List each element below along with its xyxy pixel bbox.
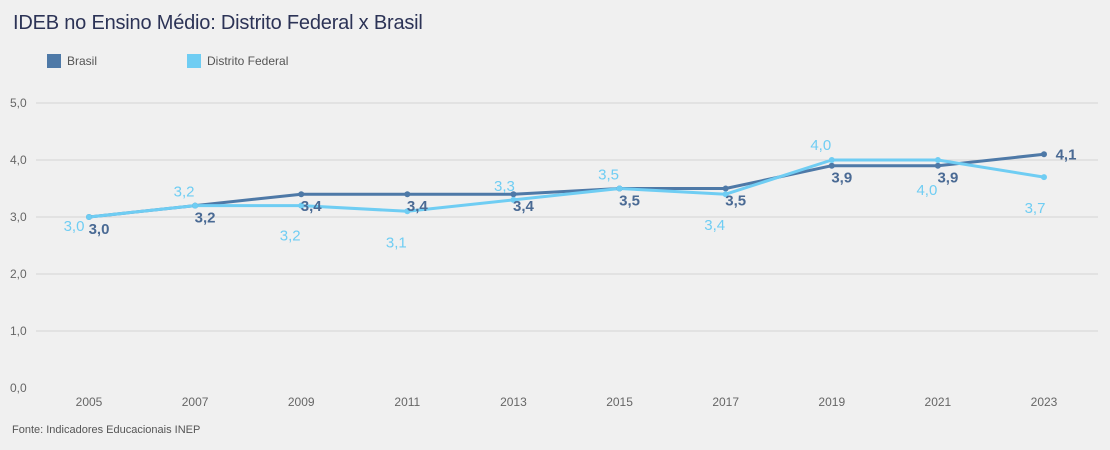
x-tick-label: 2011 <box>394 395 420 409</box>
data-label-brasil: 3,0 <box>89 221 110 238</box>
data-point-distrito-federal <box>404 208 411 215</box>
data-point-distrito-federal <box>934 157 941 163</box>
data-point-distrito-federal <box>510 196 517 203</box>
data-point-distrito-federal <box>1041 174 1047 181</box>
data-label-brasil: 3,4 <box>513 198 535 215</box>
data-label-distrito-federal: 3,2 <box>174 184 195 201</box>
data-label-brasil: 3,4 <box>301 198 323 215</box>
legend-swatch-distrito-federal <box>187 54 201 68</box>
data-label-distrito-federal: 3,5 <box>598 167 619 184</box>
series-line-brasil <box>88 152 1045 219</box>
data-label-distrito-federal: 3,7 <box>1025 200 1046 217</box>
data-label-brasil: 3,5 <box>725 193 746 210</box>
x-tick-label: 2017 <box>712 395 739 409</box>
legend-item-brasil[interactable]: Brasil <box>47 54 97 68</box>
data-point-distrito-federal <box>86 214 92 220</box>
data-point-distrito-federal <box>722 191 729 198</box>
y-tick-label: 4,0 <box>10 153 27 167</box>
data-label-brasil: 3,4 <box>407 198 429 215</box>
y-tick-label: 1,0 <box>10 324 27 338</box>
data-label-brasil: 3,9 <box>937 170 958 187</box>
legend-label-brasil: Brasil <box>67 54 98 68</box>
x-tick-label: 2023 <box>1031 395 1058 409</box>
chart-title: IDEB no Ensino Médio: Distrito Federal x… <box>13 12 423 34</box>
data-label-distrito-federal: 4,0 <box>916 182 937 199</box>
source-note: Fonte: Indicadores Educacionais INEP <box>12 424 201 436</box>
x-tick-label: 2021 <box>925 395 952 409</box>
data-label-brasil: 3,9 <box>831 170 852 187</box>
data-point-distrito-federal <box>298 202 305 209</box>
data-point-brasil <box>404 191 411 198</box>
y-tick-label: 5,0 <box>10 96 27 110</box>
data-point-distrito-federal <box>192 202 199 209</box>
y-tick-label: 3,0 <box>10 210 27 224</box>
data-label-distrito-federal: 3,4 <box>704 217 725 234</box>
x-tick-label: 2009 <box>288 395 315 409</box>
data-label-distrito-federal: 4,0 <box>810 137 831 154</box>
data-label-brasil: 4,1 <box>1056 146 1077 163</box>
data-point-distrito-federal <box>828 157 835 163</box>
y-tick-label: 0,0 <box>10 381 27 395</box>
y-tick-label: 2,0 <box>10 267 27 281</box>
data-label-brasil: 3,2 <box>195 210 216 227</box>
legend-label-distrito-federal: Distrito Federal <box>207 54 289 68</box>
data-label-distrito-federal: 3,0 <box>64 218 85 235</box>
data-label-distrito-federal: 3,2 <box>280 228 301 245</box>
data-point-brasil <box>298 191 305 198</box>
x-tick-label: 2019 <box>818 395 845 409</box>
data-point-brasil <box>722 185 729 192</box>
x-tick-label: 2007 <box>182 395 209 409</box>
data-point-brasil <box>1041 151 1047 158</box>
x-tick-label: 2013 <box>500 395 527 409</box>
data-point-brasil <box>934 162 941 169</box>
data-label-brasil: 3,5 <box>619 193 640 210</box>
series-line-distrito-federal <box>88 158 1045 219</box>
data-label-distrito-federal: 3,3 <box>494 178 515 195</box>
x-tick-label: 2015 <box>606 395 633 409</box>
data-point-brasil <box>828 162 835 169</box>
legend-item-distrito-federal[interactable]: Distrito Federal <box>187 54 288 68</box>
data-point-distrito-federal <box>616 185 623 192</box>
x-tick-label: 2005 <box>76 395 103 409</box>
data-point-brasil <box>510 191 517 198</box>
legend-swatch-brasil <box>47 54 61 68</box>
data-label-distrito-federal: 3,1 <box>386 234 407 251</box>
